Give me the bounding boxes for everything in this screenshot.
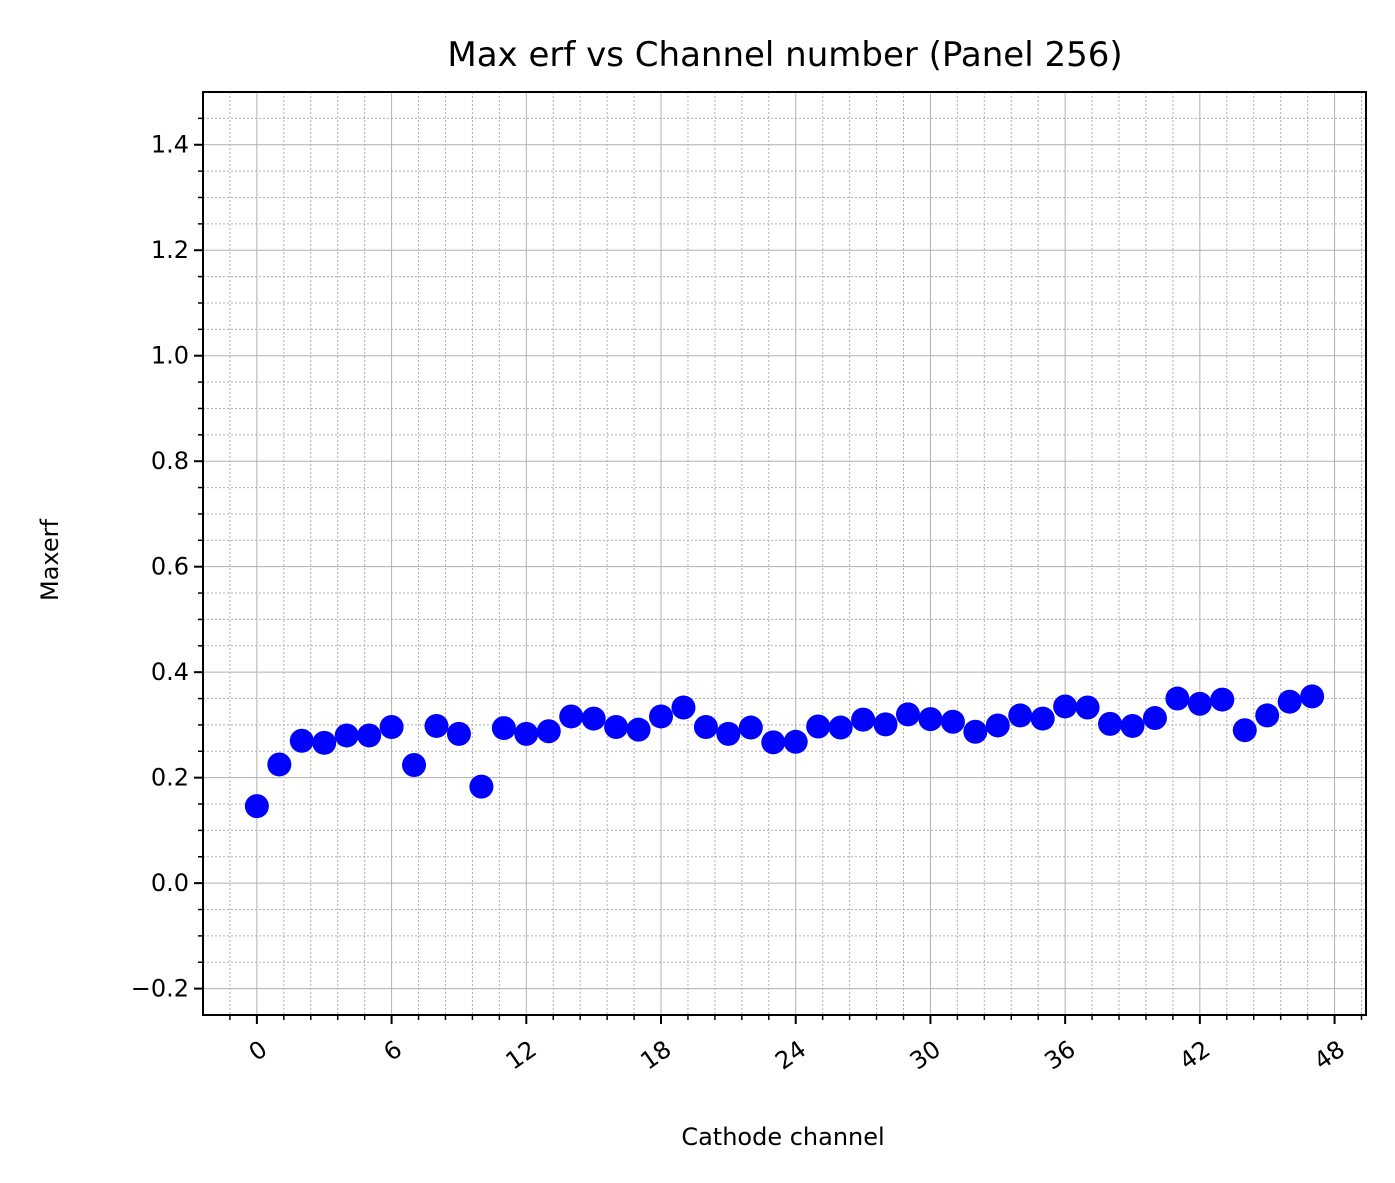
data-point [649,704,674,729]
data-point [536,719,561,744]
data-point [1030,706,1055,731]
data-point [446,721,471,746]
x-axis-label: Cathode channel [681,1123,884,1151]
data-point [267,752,292,777]
data-point [379,715,404,740]
data-point [940,709,965,734]
data-point [402,752,427,777]
data-point [469,774,494,799]
data-points [244,684,1325,819]
y-tick-label: 0.4 [151,658,189,686]
data-point [985,713,1010,738]
data-point [1075,695,1100,720]
data-point [918,707,943,732]
minor-grid [203,92,1366,1015]
data-point [491,716,516,741]
data-point [1232,718,1257,743]
data-point [783,729,808,754]
data-point [1098,711,1123,736]
data-point [761,730,786,755]
data-point [828,715,853,740]
data-point [963,719,988,744]
data-point [514,721,539,746]
data-point [1300,684,1325,709]
axes-frame [202,91,1367,1016]
data-point [671,695,696,720]
data-point [806,714,831,739]
data-point [357,723,382,748]
data-point [604,715,629,740]
data-point [1120,713,1145,738]
y-tick-label: −0.2 [131,975,189,1003]
y-tick-label: 0.2 [151,764,189,792]
data-point [559,704,584,729]
y-tick-label: 0.0 [151,869,189,897]
data-point [1255,703,1280,728]
y-tick-labels: −0.2 0.0 0.2 0.4 0.6 0.8 1.0 1.2 1.4 [131,131,189,1003]
data-point [312,730,337,755]
data-point [873,712,898,737]
y-tick-label: 1.2 [151,236,189,264]
y-axis-label: Maxerf [36,518,64,601]
data-point [1210,687,1235,712]
data-point [289,728,314,753]
data-point [693,715,718,740]
y-tick-label: 0.6 [151,553,189,581]
data-point [1008,703,1033,728]
data-point [716,721,741,746]
data-point [1053,694,1078,719]
y-tick-label: 1.0 [151,342,189,370]
chart-title: Max erf vs Channel number (Panel 256) [447,35,1122,75]
data-point [334,723,359,748]
data-point [1187,691,1212,716]
data-point [581,706,606,731]
data-point [244,794,269,819]
ticks [194,117,1363,1024]
data-point [1165,686,1190,711]
data-point [851,707,876,732]
data-point [1142,706,1167,731]
data-point [738,715,763,740]
data-point [424,713,449,738]
data-point [626,717,651,742]
y-tick-label: 0.8 [151,447,189,475]
major-grid [203,92,1366,1015]
y-tick-label: 1.4 [151,131,189,159]
data-point [1277,689,1302,714]
data-point [895,702,920,727]
